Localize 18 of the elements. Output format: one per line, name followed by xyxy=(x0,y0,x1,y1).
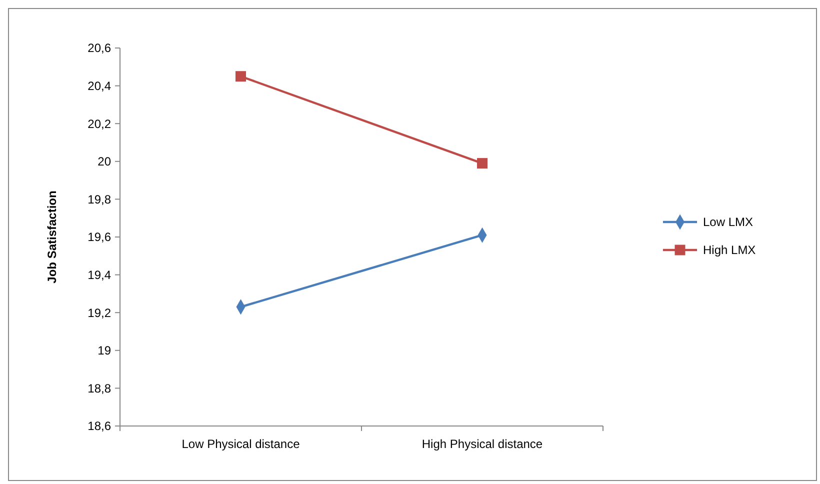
y-tick-label: 19 xyxy=(98,344,112,358)
point xyxy=(236,71,246,82)
y-tick-label: 18,8 xyxy=(88,381,112,396)
x-tick-label: High Physical distance xyxy=(422,437,543,451)
y-tick-label: 20,4 xyxy=(88,79,112,93)
y-axis-title: Job Satisfaction xyxy=(45,190,59,284)
x-tick-label: Low Physical distance xyxy=(182,437,300,451)
y-tick-label: 20,6 xyxy=(88,41,112,56)
y-tick-label: 19,2 xyxy=(88,306,112,320)
legend-label: Low LMX xyxy=(703,215,754,230)
y-tick-label: 20 xyxy=(98,154,112,169)
y-tick-label: 18,6 xyxy=(88,419,112,434)
point xyxy=(477,158,488,169)
y-tick-label: 19,6 xyxy=(88,230,112,244)
y-tick-label: 20,2 xyxy=(88,116,112,131)
y-tick-label: 19,4 xyxy=(88,268,112,282)
legend-label: High LMX xyxy=(703,243,756,258)
y-tick-label: 19,8 xyxy=(88,192,112,206)
